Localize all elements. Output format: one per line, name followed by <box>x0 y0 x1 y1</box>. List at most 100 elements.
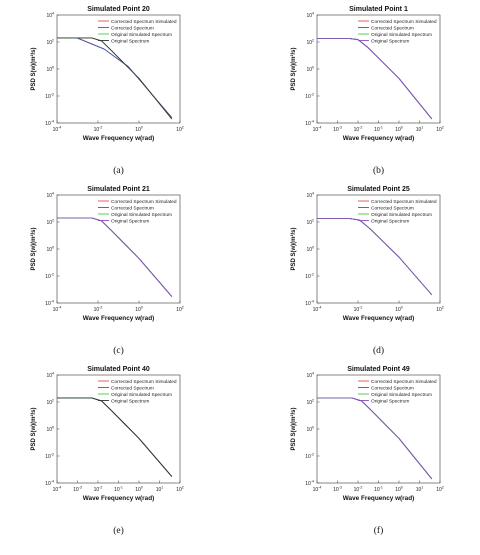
y-tick-exponent: -2 <box>311 273 314 277</box>
x-tick-exponent: -2 <box>99 486 102 490</box>
series-line <box>317 38 433 120</box>
legend-entry: Original Spectrum <box>371 218 409 224</box>
x-tick-exponent: -1 <box>120 486 123 490</box>
y-axis-label: PSD S(w)(m²/s) <box>290 407 297 450</box>
x-tick-label: 10-2 <box>354 126 363 134</box>
y-tick-exponent: 2 <box>312 399 314 403</box>
x-tick-exponent: -2 <box>99 126 102 130</box>
y-tick-label: 102 <box>306 219 314 227</box>
x-axis-label: Wave Frequency w(rad) <box>83 495 155 502</box>
y-tick-label: 10-4 <box>45 120 54 128</box>
y-axis-label: PSD S(w)(m²/s) <box>290 227 297 270</box>
x-tick-exponent: -4 <box>318 306 321 310</box>
y-tick-exponent: 2 <box>312 39 314 43</box>
y-tick-exponent: -4 <box>51 120 54 124</box>
y-tick-label: 10-2 <box>305 93 314 101</box>
x-tick-exponent: 2 <box>442 306 444 310</box>
y-tick-exponent: -4 <box>311 300 314 304</box>
y-axis-label: PSD S(w)(m²/s) <box>290 47 297 90</box>
y-tick-label: 10-4 <box>305 480 314 488</box>
x-tick-exponent: -3 <box>79 486 82 490</box>
y-tick-exponent: 4 <box>52 372 54 376</box>
x-tick-label: 10-4 <box>313 126 322 134</box>
x-tick-label: 10-3 <box>333 126 342 134</box>
y-tick-exponent: 0 <box>312 426 314 430</box>
x-tick-exponent: 0 <box>401 126 403 130</box>
plot-frame <box>56 374 181 484</box>
x-tick-label: 100 <box>135 126 143 134</box>
y-tick-exponent: 0 <box>52 66 54 70</box>
y-tick-label: 104 <box>306 12 314 20</box>
panel-label: (a) <box>113 165 124 176</box>
x-tick-exponent: -4 <box>58 126 61 130</box>
x-tick-exponent: -4 <box>58 486 61 490</box>
y-tick-exponent: -4 <box>51 480 54 484</box>
x-tick-exponent: -4 <box>318 486 321 490</box>
y-tick-exponent: 2 <box>52 399 54 403</box>
x-tick-exponent: 2 <box>182 126 184 130</box>
x-tick-exponent: 0 <box>141 486 143 490</box>
x-tick-label: 10-4 <box>53 126 62 134</box>
legend-entry: Corrected Spectrum Simulated <box>111 199 177 205</box>
panel-label: (d) <box>373 345 384 356</box>
y-axis-label: PSD S(w)(m²/s) <box>30 47 37 90</box>
legend-entry: Original Simulated Spectrum <box>371 212 432 218</box>
x-tick-exponent: 2 <box>182 486 184 490</box>
y-tick-exponent: 2 <box>52 39 54 43</box>
y-tick-exponent: 4 <box>312 12 314 16</box>
y-tick-label: 100 <box>46 426 54 434</box>
y-tick-exponent: 4 <box>52 12 54 16</box>
x-tick-label: 102 <box>436 486 444 494</box>
x-tick-label: 10-1 <box>374 126 383 134</box>
x-tick-label: 102 <box>436 306 444 314</box>
plot-frame <box>316 374 441 484</box>
y-tick-exponent: -4 <box>311 120 314 124</box>
y-tick-label: 10-4 <box>305 300 314 308</box>
legend-entry: Corrected Spectrum Simulated <box>111 19 177 25</box>
y-tick-exponent: 0 <box>52 246 54 250</box>
legend-entry: Corrected Spectrum Simulated <box>371 19 437 25</box>
chart-title: Simulated Point 20 <box>87 6 150 13</box>
legend-entry: Original Simulated Spectrum <box>111 32 172 38</box>
y-tick-label: 104 <box>46 12 54 20</box>
y-tick-label: 100 <box>306 426 314 434</box>
y-tick-exponent: -4 <box>51 300 54 304</box>
legend-entry: Original Simulated Spectrum <box>111 212 172 218</box>
x-tick-exponent: 1 <box>421 126 423 130</box>
chart-panel: Simulated Point 21 10-4 10-2 100 102 10-4 10-2… <box>30 186 184 356</box>
x-tick-exponent: 0 <box>141 306 143 310</box>
y-tick-label: 102 <box>46 219 54 227</box>
y-tick-exponent: -4 <box>311 480 314 484</box>
y-tick-exponent: 4 <box>312 372 314 376</box>
x-tick-label: 10-1 <box>114 486 123 494</box>
y-tick-exponent: -2 <box>311 93 314 97</box>
chart-panel: Simulated Point 25 10-4 10-2 100 102 10-4 10-2… <box>290 186 444 356</box>
y-tick-label: 100 <box>46 66 54 74</box>
legend-entry: Original Simulated Spectrum <box>371 32 432 38</box>
y-tick-label: 102 <box>46 39 54 47</box>
x-tick-label: 10-2 <box>354 486 363 494</box>
y-tick-exponent: 0 <box>52 426 54 430</box>
x-tick-exponent: 2 <box>442 486 444 490</box>
x-tick-exponent: 1 <box>421 486 423 490</box>
y-axis-label: PSD S(w)(m²/s) <box>30 227 37 270</box>
x-tick-exponent: 0 <box>401 486 403 490</box>
chart-title: Simulated Point 40 <box>87 366 150 373</box>
x-tick-exponent: -2 <box>359 486 362 490</box>
y-tick-label: 10-2 <box>45 93 54 101</box>
x-tick-exponent: -2 <box>359 126 362 130</box>
series-line <box>57 37 173 120</box>
x-tick-label: 100 <box>395 306 403 314</box>
y-tick-exponent: 4 <box>52 192 54 196</box>
panel-label: (f) <box>374 525 384 536</box>
legend-entry: Original Spectrum <box>111 38 149 44</box>
y-tick-exponent: -2 <box>311 453 314 457</box>
panel-label: (c) <box>113 345 124 356</box>
series-line <box>317 397 433 480</box>
series-line <box>317 218 433 296</box>
x-axis-label: Wave Frequency w(rad) <box>343 315 415 322</box>
x-tick-label: 10-3 <box>73 486 82 494</box>
y-tick-label: 100 <box>306 66 314 74</box>
chart-title: Simulated Point 25 <box>347 186 410 193</box>
